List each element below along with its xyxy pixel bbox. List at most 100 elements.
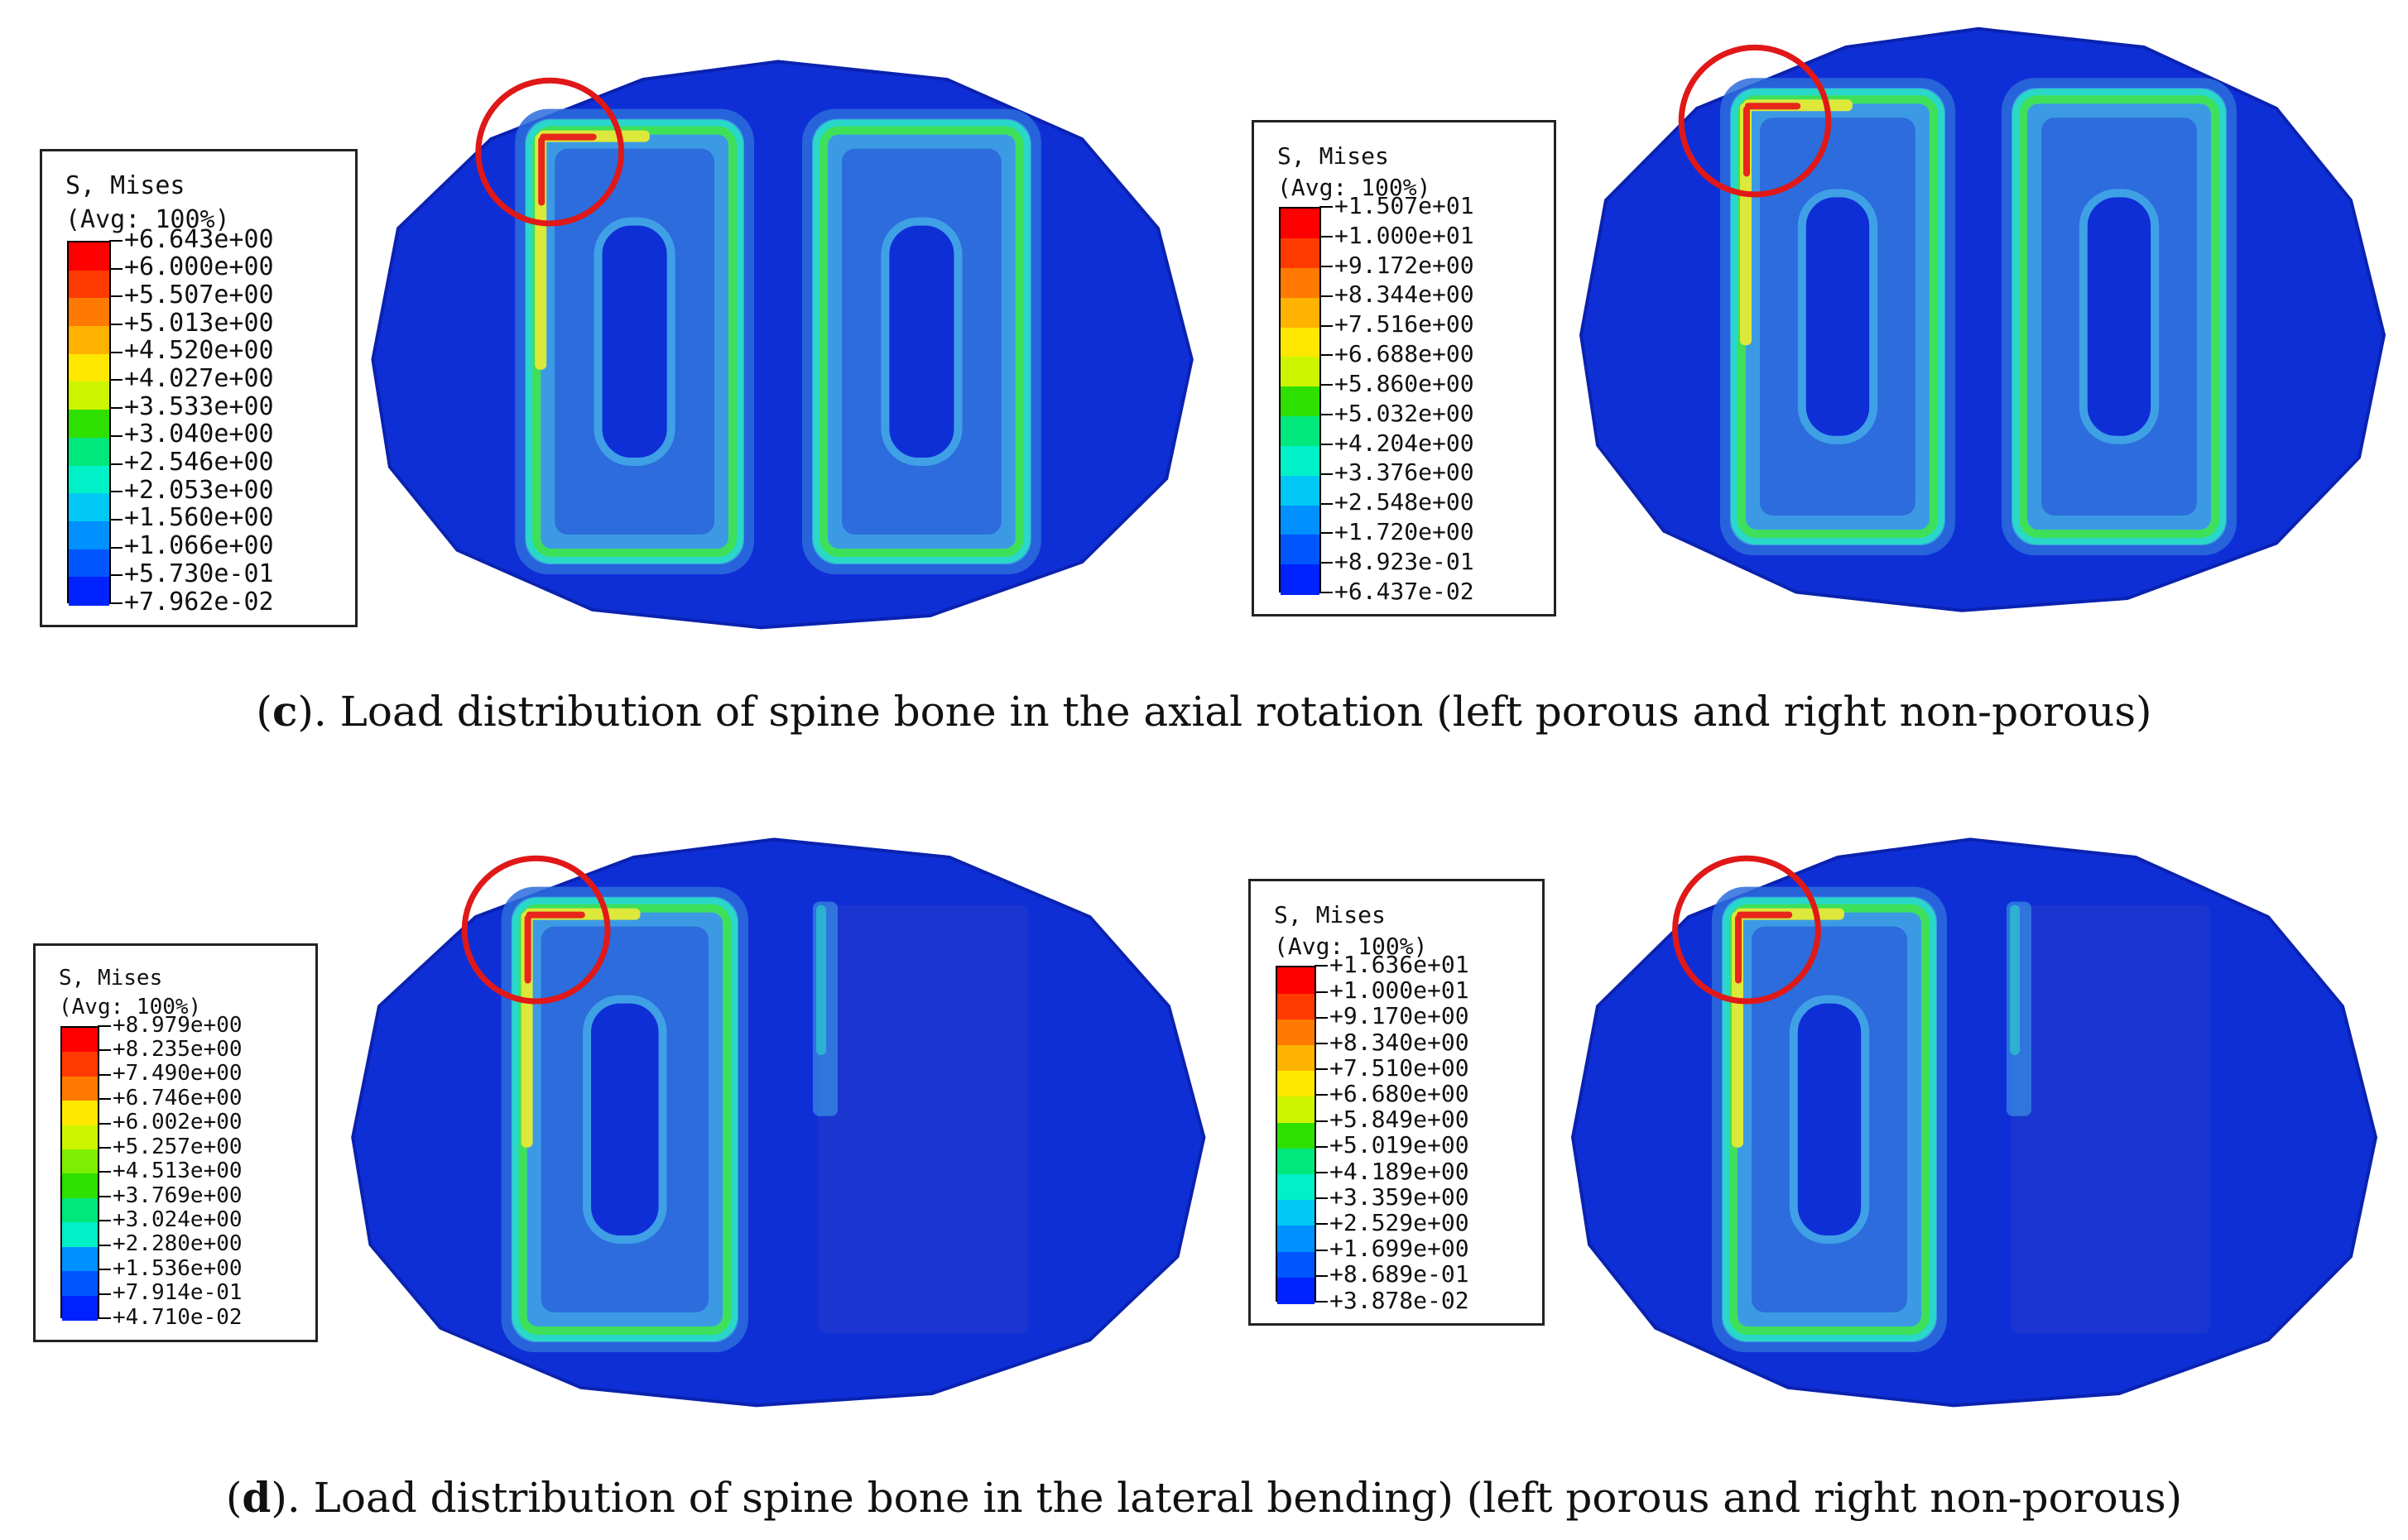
legend-color-segment [62, 1173, 98, 1199]
legend-tick [1319, 443, 1333, 445]
legend-tick [98, 1171, 111, 1173]
legend-value: +4.189e+00 [1329, 1157, 1469, 1185]
legend-value: +7.914e-01 [113, 1280, 243, 1306]
highlight-circle [1678, 44, 1832, 198]
legend-value: +6.437e-02 [1334, 577, 1474, 605]
legend-tick [1315, 1016, 1328, 1019]
legend-color-segment [1281, 535, 1319, 566]
legend-value: +7.490e+00 [113, 1061, 243, 1087]
implant-pore [881, 217, 963, 466]
vertebral-body [372, 61, 1192, 628]
legend-color-segment [1277, 1148, 1315, 1175]
legend-d-right: S, Mises (Avg: 100%) +1.636e+01 +1.000e+01 +… [1248, 879, 1545, 1326]
legend-tick [1315, 1301, 1328, 1303]
legend-value: +4.204e+00 [1334, 429, 1474, 457]
legend-color-segment [1281, 386, 1319, 418]
caption-c-text: ). Load distribution of spine bone in th… [297, 688, 2152, 736]
legend-tick [98, 1317, 111, 1319]
legend-tick [1319, 354, 1333, 357]
vertebral-body-outline [1570, 837, 2378, 1408]
legend-value: +7.962e-02 [124, 587, 274, 616]
legend-color-segment [69, 465, 109, 495]
legend-value: +6.688e+00 [1334, 340, 1474, 368]
legend-tick [1319, 266, 1333, 268]
legend-value: +1.000e+01 [1334, 221, 1474, 249]
legend-color-segment [62, 1027, 98, 1053]
legend-color-segment [1281, 445, 1319, 477]
legend-value: +8.923e-01 [1334, 547, 1474, 575]
caption-d: (d). Load distribution of spine bone in … [225, 1473, 2183, 1522]
legend-color-segment [1281, 209, 1319, 240]
legend-value: +5.860e+00 [1334, 369, 1474, 397]
legend-color-segment [62, 1246, 98, 1273]
legend-value: +3.769e+00 [113, 1183, 243, 1208]
legend-tick [98, 1195, 111, 1197]
legend-value: +2.280e+00 [113, 1231, 243, 1257]
legend-subtitle: (Avg: 100%) [1277, 173, 1431, 201]
legend-color-bar [1279, 207, 1321, 595]
legend-tick [1315, 1094, 1328, 1096]
legend-color-segment [69, 493, 109, 522]
legend-value: +1.066e+00 [124, 531, 274, 561]
legend-tick [109, 324, 123, 326]
legend-color-segment [62, 1125, 98, 1150]
legend-color-segment [62, 1271, 98, 1297]
stress-band-edge [816, 904, 826, 1056]
legend-title: S, Mises [1274, 901, 1386, 928]
implant-window-solid [2011, 904, 2210, 1334]
legend-tick [1315, 1172, 1328, 1173]
legend-color-segment [69, 437, 109, 467]
legend-tick [109, 267, 123, 270]
bone-stress-plot [1579, 26, 2386, 612]
legend-color-segment [1277, 1044, 1315, 1072]
highlight-circle [475, 77, 625, 227]
legend-value: +5.849e+00 [1329, 1106, 1469, 1134]
implant-pore [1797, 189, 1878, 444]
legend-value: +8.979e+00 [113, 1012, 243, 1038]
legend-color-segment [1281, 505, 1319, 536]
legend-value: +1.507e+01 [1334, 192, 1474, 219]
panel-c-right [1564, 17, 2392, 629]
legend-value: +8.689e-01 [1329, 1260, 1469, 1288]
legend-color-segment [1277, 993, 1315, 1020]
highlight-circle [461, 855, 611, 1005]
bone-stress-plot [1570, 837, 2378, 1408]
implant-window-solid [818, 904, 1029, 1334]
legend-color-segment [1281, 475, 1319, 506]
legend-color-segment [1277, 1096, 1315, 1124]
legend-value: +6.680e+00 [1329, 1080, 1469, 1107]
legend-tick [1315, 1145, 1328, 1148]
legend-value: +5.019e+00 [1329, 1131, 1469, 1159]
legend-color-segment [1281, 327, 1319, 358]
legend-color-segment [69, 549, 109, 578]
legend-tick [1315, 1249, 1328, 1251]
legend-value: +8.340e+00 [1329, 1028, 1469, 1056]
legend-subtitle: (Avg: 100%) [59, 995, 202, 1020]
legend-color-segment [69, 381, 109, 411]
legend-value: +1.536e+00 [113, 1255, 243, 1281]
legend-value: +8.344e+00 [1334, 281, 1474, 309]
legend-value: +6.746e+00 [113, 1085, 243, 1111]
legend-color-segment [1281, 357, 1319, 388]
legend-color-bar [1276, 966, 1316, 1304]
legend-color-segment [69, 521, 109, 550]
legend-subtitle: (Avg: 100%) [65, 204, 230, 234]
legend-color-segment [1277, 1019, 1315, 1046]
panel-d-left [335, 828, 1213, 1423]
legend-tick [109, 351, 123, 353]
legend-color-segment [62, 1197, 98, 1224]
legend-tick [98, 1098, 111, 1101]
stress-hotspot-peak [1745, 103, 1801, 110]
legend-value: +5.257e+00 [113, 1134, 243, 1159]
stress-hotspot-peak [1743, 106, 1750, 177]
legend-color-bar [67, 241, 111, 606]
legend-color-segment [1277, 1277, 1315, 1304]
legend-value: +9.170e+00 [1329, 1002, 1469, 1030]
legend-tick [1315, 1043, 1328, 1044]
legend-tick [1319, 236, 1333, 238]
legend-c-right: S, Mises (Avg: 100%) +1.507e+01 +1.000e+01 +… [1252, 120, 1556, 616]
stress-hotspot-peak [538, 137, 546, 206]
legend-value: +5.013e+00 [124, 308, 274, 338]
legend-color-segment [62, 1101, 98, 1126]
caption-c: (c). Load distribution of spine bone in … [256, 687, 2152, 736]
